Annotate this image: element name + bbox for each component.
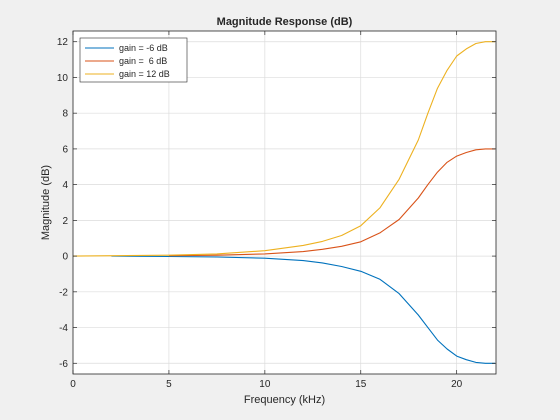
y-tick-label: 4: [62, 180, 68, 191]
y-tick-label: 12: [57, 37, 69, 48]
y-tick-label: 8: [62, 109, 68, 120]
chart-title: Magnitude Response (dB): [217, 16, 353, 28]
y-axis-label: Magnitude (dB): [40, 165, 52, 240]
legend-box: [79, 37, 188, 83]
series-line-1: [111, 255, 495, 364]
series-group: [72, 41, 495, 364]
y-tick-label: 10: [57, 73, 69, 84]
ticks: 0 5 10 15 20 -6 -4 -2 0 2 4 6 8 10 12: [57, 31, 496, 390]
y-tick-label: -2: [59, 287, 68, 298]
x-tick-label: 20: [451, 379, 463, 390]
legend-label-2: gain = 6 dB: [119, 56, 167, 66]
legend-label-3: gain = 12 dB: [119, 69, 170, 79]
y-tick-label: -4: [59, 323, 68, 334]
x-tick-label: 10: [259, 379, 271, 390]
x-tick-label: 15: [355, 379, 367, 390]
y-tick-label: 2: [62, 216, 68, 227]
plot-frame: [72, 30, 497, 375]
series-line-2: [168, 148, 495, 257]
plot-area: [73, 31, 496, 374]
x-tick-label: 5: [166, 379, 172, 390]
y-tick-label: -6: [59, 359, 68, 370]
legend: gain = -6 dB gain = 6 dB gain = 12 dB: [79, 37, 188, 83]
x-tick-label: 0: [70, 379, 76, 390]
x-axis-label: Frequency (kHz): [244, 394, 325, 406]
legend-label-1: gain = -6 dB: [119, 43, 168, 53]
series-line-3: [72, 41, 495, 257]
y-tick-label: 0: [62, 252, 68, 263]
grid: [72, 31, 496, 374]
y-tick-label: 6: [62, 144, 68, 155]
